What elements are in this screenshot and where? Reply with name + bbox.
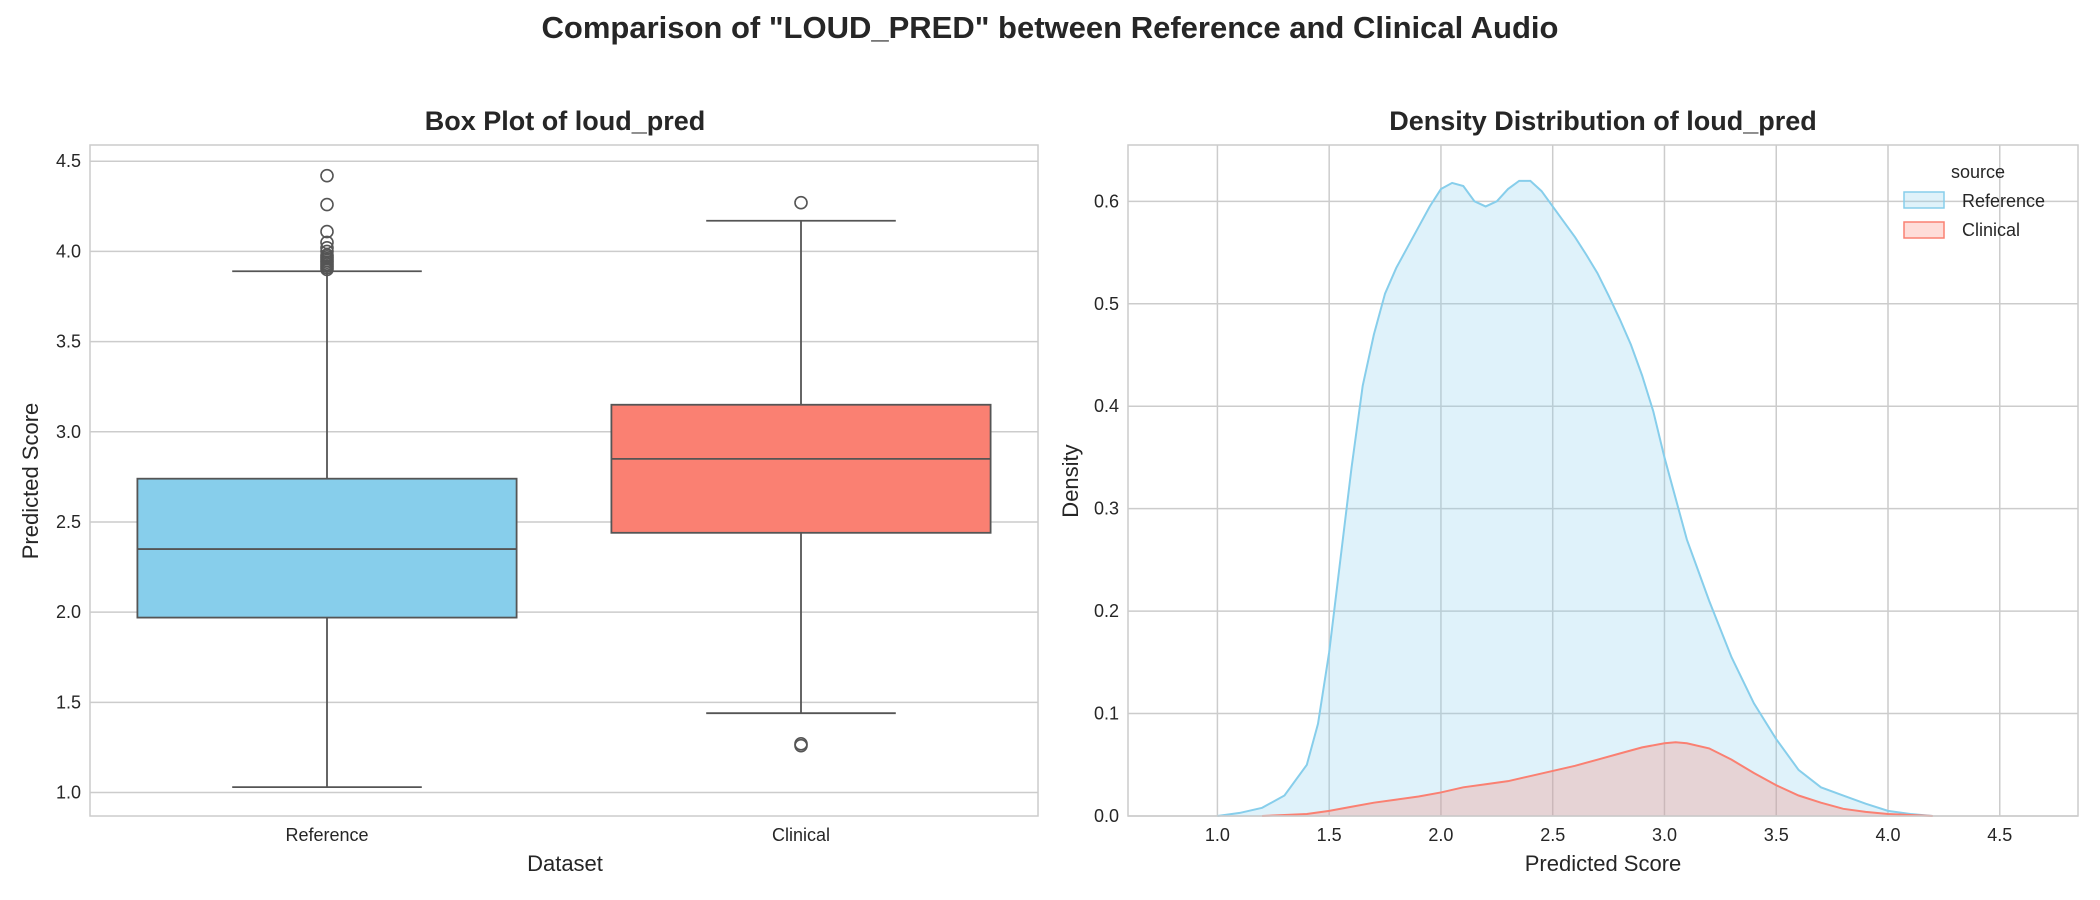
boxplot-y-tick-labels: 1.0 1.5 2.0 2.5 3.0 3.5 4.0 4.5 [56, 151, 81, 802]
density-x-tick-labels: 1.0 1.5 2.0 2.5 3.0 3.5 4.0 4.5 [1205, 825, 2012, 845]
outlier-point-reference [320, 235, 334, 250]
outlier-point-clinical [794, 195, 808, 210]
boxplot-x-axis-label: Dataset [527, 851, 603, 876]
density-y-tick-label: 0.0 [1094, 806, 1119, 826]
boxplot-x-tick-label: Reference [285, 825, 368, 845]
boxplot-marks [136, 168, 992, 789]
boxplot-y-tick-label: 2.5 [56, 512, 81, 532]
outlier-point-reference [320, 197, 334, 212]
density-legend: source Reference Clinical [1903, 162, 2045, 240]
density-title: Density Distribution of loud_pred [1389, 106, 1817, 136]
legend-label-reference: Reference [1962, 191, 2045, 211]
density-marks [1217, 179, 1933, 817]
density-x-tick-label: 2.5 [1540, 825, 1565, 845]
outlier-point-reference [320, 168, 334, 183]
outlier-point-reference [320, 241, 334, 255]
density-x-tick-label: 3.0 [1652, 825, 1677, 845]
boxplot-y-tick-label: 3.0 [56, 422, 81, 442]
density-line-reference [1217, 179, 1933, 817]
density-x-tick-label: 1.0 [1205, 825, 1230, 845]
density-y-tick-label: 0.1 [1094, 704, 1119, 724]
density-gridlines [1128, 145, 2078, 817]
density-y-tick-label: 0.6 [1094, 191, 1119, 211]
density-y-tick-label: 0.4 [1094, 396, 1119, 416]
density-panel: Density Distribution of loud_pred 0.0 0.1… [1058, 106, 2079, 876]
boxplot-panel: Box Plot of loud_pred 1.0 1.5 2.0 2.5 3.0 3.5… [18, 106, 1039, 876]
box-clinical [610, 403, 992, 534]
outlier-point-reference [320, 244, 334, 259]
legend-title: source [1951, 162, 2005, 182]
boxplot-axes-frame [89, 144, 1039, 817]
boxplot-x-tick-labels: Reference Clinical [285, 825, 830, 845]
boxplot-y-tick-label: 3.5 [56, 332, 81, 352]
density-y-tick-labels: 0.0 0.1 0.2 0.3 0.4 0.5 0.6 [1094, 191, 1119, 826]
density-y-tick-label: 0.3 [1094, 499, 1119, 519]
legend-swatch-reference [1903, 191, 1945, 209]
density-area-reference [1217, 180, 1933, 816]
density-x-tick-label: 2.0 [1428, 825, 1453, 845]
density-x-tick-label: 4.0 [1875, 825, 1900, 845]
density-y-axis-label: Density [1058, 444, 1083, 517]
figure-title: Comparison of "LOUD_PRED" between Refere… [541, 10, 1559, 45]
boxplot-y-tick-label: 4.0 [56, 241, 81, 261]
density-x-tick-label: 1.5 [1317, 825, 1342, 845]
outlier-point-clinical [794, 737, 808, 751]
box-reference [136, 477, 518, 619]
density-axes-frame [1127, 144, 2079, 817]
boxplot-y-axis-label: Predicted Score [18, 403, 43, 560]
density-y-tick-label: 0.2 [1094, 601, 1119, 621]
boxplot-y-tick-label: 2.0 [56, 602, 81, 622]
density-y-tick-label: 0.5 [1094, 294, 1119, 314]
density-area-clinical [1262, 742, 1933, 816]
legend-label-clinical: Clinical [1962, 220, 2020, 240]
density-line-clinical [1262, 741, 1933, 817]
density-x-tick-label: 4.5 [1987, 825, 2012, 845]
density-x-tick-label: 3.5 [1764, 825, 1789, 845]
legend-swatch-clinical [1903, 221, 1945, 239]
outlier-point-reference [320, 224, 334, 239]
boxplot-y-tick-label: 1.5 [56, 692, 81, 712]
boxplot-x-tick-label: Clinical [772, 825, 830, 845]
boxplot-y-tick-label: 1.0 [56, 783, 81, 803]
density-x-axis-label: Predicted Score [1525, 851, 1682, 876]
boxplot-title: Box Plot of loud_pred [425, 106, 706, 136]
boxplot-y-tick-label: 4.5 [56, 151, 81, 171]
